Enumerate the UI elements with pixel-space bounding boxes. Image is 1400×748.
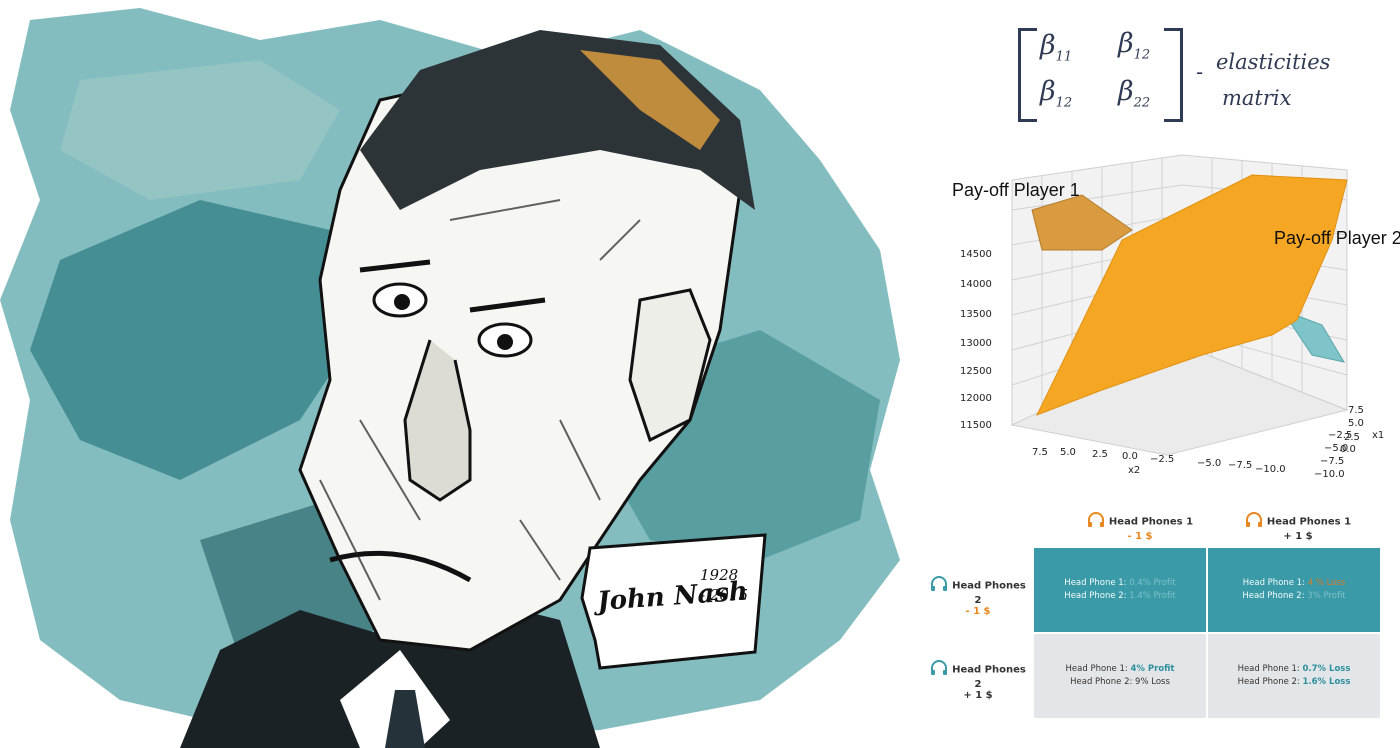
payoff-cell-r1c2: Head Phone 1: 4 % Loss Head Phone 2: 3% … [1208,548,1380,632]
z-tick-11500: 11500 [960,420,992,431]
headphones-icon [1245,512,1263,531]
z-tick-12000: 12000 [960,393,992,404]
matrix-label-matrix: matrix [1222,86,1292,110]
matrix-label-elasticities: elasticities [1216,50,1331,74]
cell-label: Head Phone 2: [1242,591,1305,601]
x2-axis-ticks: 7.5 5.0 2.5 0.0 −2.5 −5.0 −7.5 −10.0 x2 [1032,447,1286,476]
player2-payoff-label: Pay-off Player 2 [1274,228,1400,248]
row-header-1-value: - 1 $ [965,606,991,617]
headphones-icon [930,576,948,595]
x1-tick-1: 5.0 [1348,418,1364,429]
plot-canvas: 14500 14000 13500 13000 12500 12000 1150… [960,154,1384,480]
x1-tick-5: −5.0 [1324,443,1348,454]
headphones-icon [930,660,948,679]
watercolor-grey-patch [60,60,340,200]
column-header-1-value: - 1 $ [1127,531,1153,542]
z-tick-13500: 13500 [960,309,992,320]
left-pupil [394,294,410,310]
x2-tick-7: −10.0 [1255,464,1286,475]
hair-highlight [580,50,720,150]
x2-tick-4: −2.5 [1150,454,1174,465]
sketch-strokes [319,199,641,601]
mouth [329,550,472,583]
cell-label: Head Phone 1: [1065,664,1128,674]
right-pupil [497,334,513,350]
cell-label: Head Phone 2: [1070,677,1133,687]
row-header-2: Head Phones 2 + 1 $ [926,660,1030,701]
payoff-cell-r2c2: Head Phone 1: 0.7% Loss Head Phone 2: 1.… [1208,634,1380,718]
player2-surface [1035,174,1348,416]
x2-tick-5: −5.0 [1197,458,1221,469]
john-nash-caricature: John Nash 1928 - 2015 [0,8,900,748]
cell-label: Head Phone 2: [1237,677,1300,687]
brows [359,259,546,313]
z-axis-ticks: 14500 14000 13500 13000 12500 12000 1150… [960,249,992,431]
column-header-2: Head Phones 1 + 1 $ [1228,512,1368,542]
cell-value: 3% Profit [1307,591,1346,601]
x2-tick-6: −7.5 [1228,460,1252,471]
cell-label: Head Phone 2: [1064,591,1127,601]
column-header-1: Head Phones 1 - 1 $ [1070,512,1210,542]
cell-value: 1.4% Profit [1129,591,1176,601]
x1-tick-3: 0.0 [1340,444,1356,455]
cell-label: Head Phone 1: [1242,578,1305,588]
x1-tick-6: −7.5 [1320,456,1344,467]
watercolor-dark-patch [30,200,360,480]
matrix-left-bracket [1018,28,1037,122]
cell-value: 0.4% Profit [1129,578,1176,588]
player1-payoff-label: Pay-off Player 1 [952,180,1080,200]
matrix-entry-11: β11 [1040,30,1073,65]
x2-axis-label: x2 [1128,465,1140,476]
cell-value: 1.6% Loss [1302,677,1351,687]
matrix-right-bracket [1164,28,1183,122]
headphones-icon [1087,512,1105,531]
payoff-cell-r1c1: Head Phone 1: 0.4% Profit Head Phone 2: … [1034,548,1206,632]
years-top: 1928 [700,566,738,584]
x1-axis-ticks: 7.5 5.0 2.5 0.0 −2.5 −5.0 −7.5 −10.0 x1 [1314,405,1384,480]
z-tick-12500: 12500 [960,366,992,377]
column-header-2-value: + 1 $ [1283,531,1313,542]
cell-label: Head Phone 1: [1064,578,1127,588]
x1-tick-2: 2.5 [1344,432,1360,443]
x2-tick-3: 0.0 [1122,451,1138,462]
cell-value: 4 % Loss [1307,578,1346,588]
matrix-entry-21: β12 [1040,76,1073,111]
x2-tick-0: 7.5 [1032,447,1048,458]
x2-tick-2: 2.5 [1092,449,1108,460]
matrix-entry-12: β12 [1118,28,1151,63]
row-header-2-title: Head Phones 2 [952,664,1026,691]
z-tick-14500: 14500 [960,249,992,260]
caricature-drawing: John Nash 1928 - 2015 [0,8,900,748]
elasticities-matrix-note: β11 β12 β12 β22 - elasticities matrix [1018,20,1358,130]
payoff-surface-plot: 14500 14000 13500 13000 12500 12000 1150… [952,150,1400,490]
x1-tick-0: 7.5 [1348,405,1364,416]
player1-surface [1031,194,1133,251]
x1-tick-7: −10.0 [1314,469,1345,480]
cell-value: 9% Loss [1135,677,1170,687]
cell-value: 4% Profit [1130,664,1175,674]
x1-axis-label: x1 [1372,430,1384,441]
signature-plaque [580,533,767,670]
row-header-2-value: + 1 $ [963,690,993,701]
nose [403,339,472,502]
ear [628,288,712,443]
matrix-entry-22: β22 [1118,76,1151,111]
column-header-1-title: Head Phones 1 [1108,516,1194,528]
cell-label: Head Phone 1: [1237,664,1300,674]
cell-value: 0.7% Loss [1302,664,1351,674]
row-header-1: Head Phones 2 - 1 $ [926,576,1030,617]
matrix-dash: - [1196,60,1204,84]
years-bottom: - 2015 [700,586,748,604]
z-tick-13000: 13000 [960,338,992,349]
payoff-cell-r2c1: Head Phone 1: 4% Profit Head Phone 2: 9%… [1034,634,1206,718]
x1-tick-4: −2.5 [1328,430,1352,441]
player1-teal-surface [1280,308,1346,363]
x2-tick-1: 5.0 [1060,447,1076,458]
z-tick-14000: 14000 [960,279,992,290]
column-header-2-title: Head Phones 1 [1266,516,1352,528]
necktie [385,690,425,748]
row-header-1-title: Head Phones 2 [952,580,1026,607]
